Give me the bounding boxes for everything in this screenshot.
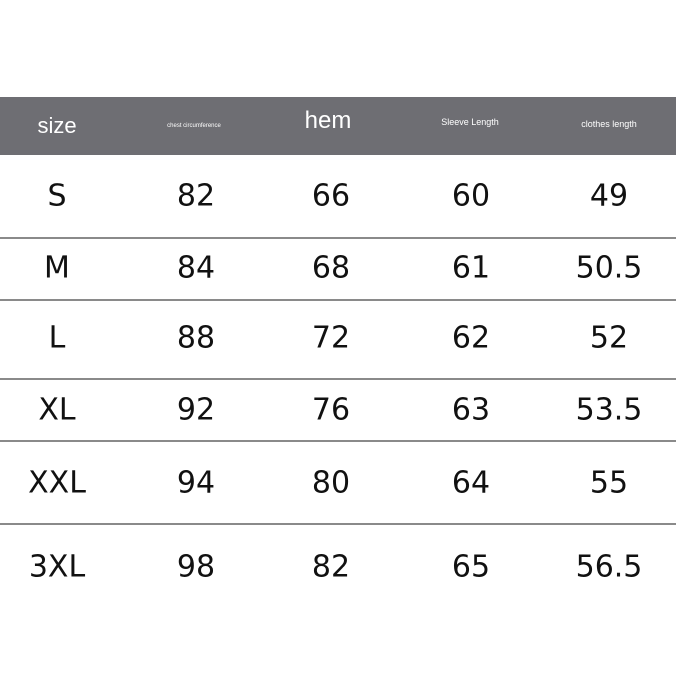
table-cell: 88 [176, 320, 216, 356]
table-cell: 65 [451, 549, 491, 585]
table-cell: 66 [311, 178, 351, 214]
table-cell: XL [38, 392, 76, 428]
table-cell: 98 [176, 549, 216, 585]
table-cell: 49 [589, 178, 629, 214]
table-cell: S [47, 178, 67, 214]
table-cell: 94 [176, 465, 216, 501]
table-cell: 80 [311, 465, 351, 501]
table-cell: 3XL [28, 549, 86, 585]
table-cell: 63 [451, 392, 491, 428]
header-size: size [37, 113, 77, 138]
table-cell: M [44, 250, 70, 286]
table-cell: 53.5 [575, 392, 643, 428]
header-sleeve-length: Sleeve Length [441, 117, 499, 127]
table-cell: 61 [451, 250, 491, 286]
row-divider [0, 523, 676, 525]
header-clothes-length: clothes length [581, 119, 637, 129]
row-divider [0, 299, 676, 301]
table-cell: 92 [176, 392, 216, 428]
row-divider [0, 440, 676, 442]
table-cell: 55 [589, 465, 629, 501]
table-cell: 84 [176, 250, 216, 286]
table-cell: 82 [176, 178, 216, 214]
table-cell: XXL [28, 465, 86, 501]
row-divider [0, 378, 676, 380]
table-cell: 82 [311, 549, 351, 585]
table-header: size chest circumference hem Sleeve Leng… [0, 97, 676, 155]
table-cell: 50.5 [575, 250, 643, 286]
table-cell: 64 [451, 465, 491, 501]
table-cell: L [48, 320, 66, 356]
table-cell: 56.5 [575, 549, 643, 585]
table-cell: 76 [311, 392, 351, 428]
table-cell: 60 [451, 178, 491, 214]
table-cell: 52 [589, 320, 629, 356]
row-divider [0, 237, 676, 239]
header-chest-circumference: chest circumference [167, 123, 221, 129]
table-cell: 68 [311, 250, 351, 286]
table-cell: 62 [451, 320, 491, 356]
header-hem: hem [304, 107, 352, 134]
table-cell: 72 [311, 320, 351, 356]
